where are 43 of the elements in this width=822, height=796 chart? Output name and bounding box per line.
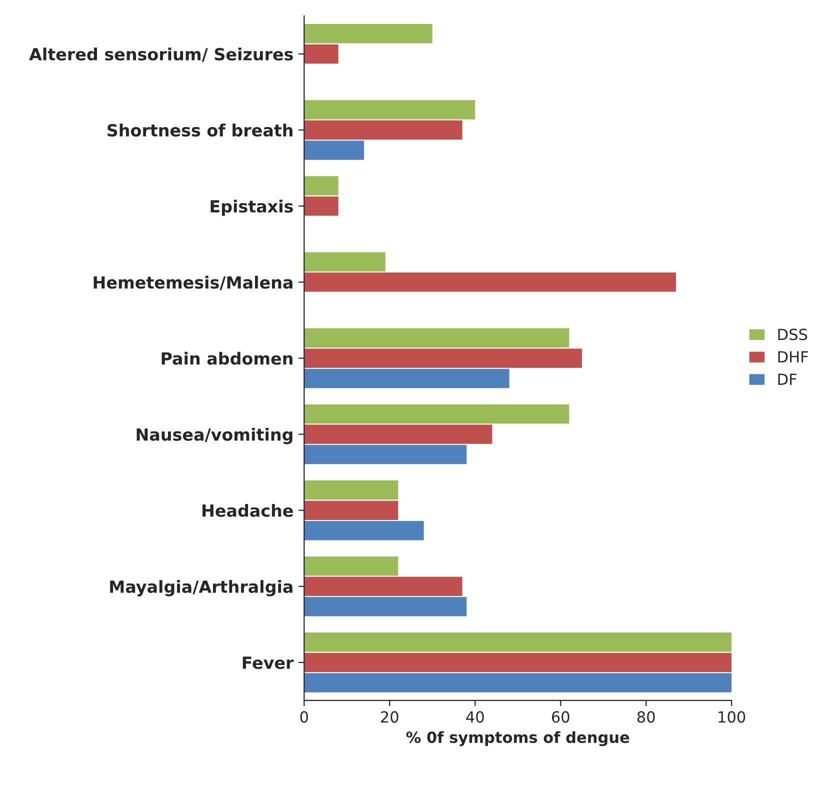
bar [304,404,570,424]
bar [304,368,510,388]
bar [304,480,398,500]
bar [304,597,467,616]
bar [304,520,424,540]
x-tick-label: 20 [381,711,398,723]
bar [304,500,398,520]
bar [304,24,432,44]
legend-label: DSS [778,328,808,340]
bar [304,652,732,672]
bar [304,176,338,196]
bar [304,272,676,292]
bar [304,673,732,692]
y-tick-label: Nausea/vomiting [136,428,292,444]
bar [304,120,462,140]
y-tick-label: Headache [202,504,293,517]
legend-label: DHF [778,351,808,362]
bar [304,100,476,120]
x-tick-label: 80 [637,711,655,723]
bar [304,252,386,272]
bar [304,424,492,444]
bar [304,444,467,464]
bar [304,328,570,348]
bar [304,44,338,64]
x-tick-label: 40 [466,711,484,723]
bar [304,348,582,368]
y-tick-label: Mayalgia/Arthralgia [110,580,292,596]
bar [304,196,338,216]
y-tick-label: Shortness of breath [108,124,292,137]
y-tick-label: Fever [242,656,294,670]
y-tick-label: Altered sensorium/ Seizures [29,48,293,62]
bar [304,576,462,596]
legend-label: DF [778,374,796,385]
x-axis-title: % 0f symptoms of dengue [406,731,630,746]
x-tick-label: 100 [718,711,746,723]
bar [304,556,398,576]
x-tick-label: 60 [552,711,570,723]
y-tick-label: Hemetemesis/Malena [94,276,292,290]
y-tick-label: Epistaxis [210,200,293,216]
bar [304,632,732,652]
x-tick-label: 0 [300,711,308,723]
bar [304,140,364,160]
y-tick-label: Pain abdomen [162,352,292,365]
